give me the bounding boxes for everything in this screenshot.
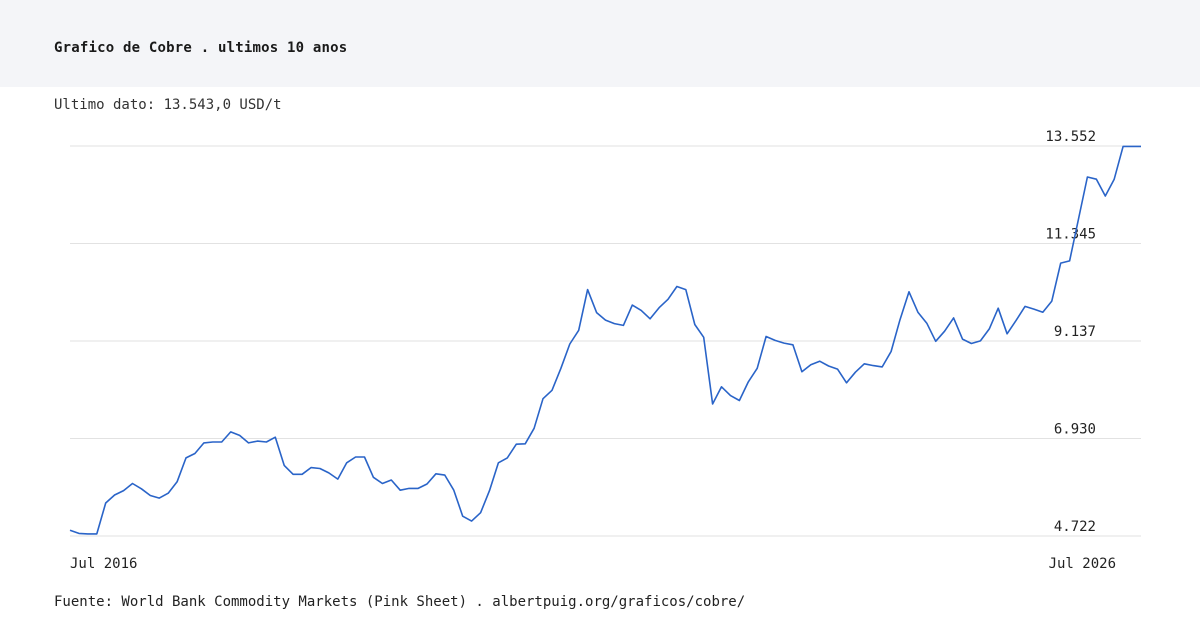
- y-tick-label: 6.930: [1054, 421, 1096, 437]
- price-series-line: [69, 145, 1141, 535]
- chart-title: Grafico de Cobre . ultimos 10 anos: [54, 40, 348, 56]
- x-tick-label: Jul 2026: [1049, 556, 1116, 572]
- last-value-label: Ultimo dato: 13.543,0 USD/t: [54, 97, 282, 113]
- y-tick-label: 13.552: [1045, 129, 1096, 145]
- y-tick-label: 11.345: [1045, 226, 1096, 242]
- y-tick-label: 9.137: [1054, 324, 1096, 340]
- y-tick-label: 4.722: [1054, 519, 1096, 535]
- x-tick-label: Jul 2016: [70, 556, 137, 572]
- header-bar: [0, 0, 1200, 87]
- source-footer: Fuente: World Bank Commodity Markets (Pi…: [54, 594, 746, 610]
